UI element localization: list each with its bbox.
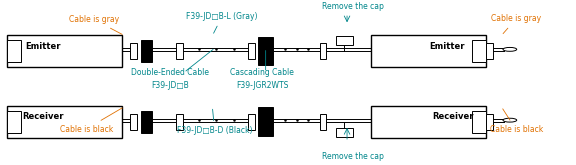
Bar (336, 36, 353, 45)
Circle shape (503, 118, 517, 122)
Bar (7, 35, 122, 67)
Bar (258, 36, 272, 66)
Text: Double-Ended Cable: Double-Ended Cable (131, 68, 210, 77)
Bar (336, 128, 353, 137)
Bar (7, 111, 21, 133)
Bar (371, 35, 486, 67)
Bar (248, 114, 255, 130)
Text: Cable is gray: Cable is gray (69, 15, 122, 34)
Text: Remove the cap: Remove the cap (322, 152, 384, 161)
Bar (248, 43, 255, 59)
Bar (486, 43, 492, 59)
Text: Cascading Cable: Cascading Cable (230, 68, 294, 77)
Text: Cable is black: Cable is black (59, 108, 122, 133)
Bar (486, 114, 492, 130)
Bar (472, 40, 486, 62)
Bar (472, 111, 486, 133)
Text: F39-JGR2WTS: F39-JGR2WTS (236, 81, 289, 90)
Text: F39-JD□B-D (Black): F39-JD□B-D (Black) (177, 109, 252, 135)
Text: F39-JD□B-L (Gray): F39-JD□B-L (Gray) (186, 12, 258, 33)
Bar (320, 43, 327, 59)
Text: Cable is gray: Cable is gray (491, 14, 541, 34)
Bar (176, 43, 183, 59)
Bar (371, 106, 486, 138)
Text: Receiver: Receiver (22, 112, 63, 121)
Text: Receiver: Receiver (433, 112, 474, 121)
Bar (7, 40, 21, 62)
Bar (258, 107, 272, 136)
Text: Remove the cap: Remove the cap (322, 2, 384, 11)
Bar (130, 114, 137, 130)
Bar (176, 114, 183, 130)
Text: Emitter: Emitter (430, 42, 465, 51)
Bar (141, 111, 152, 133)
Text: Emitter: Emitter (25, 42, 60, 51)
Bar (130, 43, 137, 59)
Bar (320, 114, 327, 130)
Bar (7, 106, 122, 138)
Text: Cable is black: Cable is black (490, 109, 543, 134)
Circle shape (503, 48, 517, 51)
Bar (141, 40, 152, 62)
Text: F39-JD□B: F39-JD□B (151, 81, 190, 90)
